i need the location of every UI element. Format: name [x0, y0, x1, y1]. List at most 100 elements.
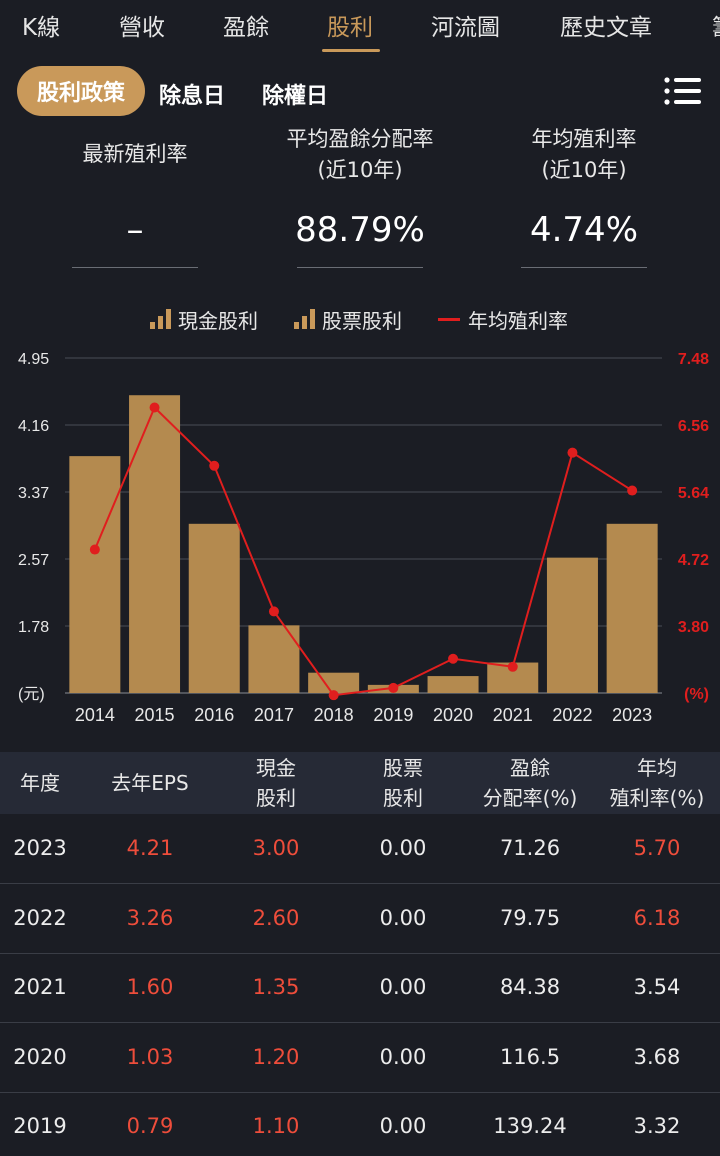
cell-cash: 1.20 [252, 1044, 300, 1069]
left-axis-tick: 4.95 [18, 351, 49, 368]
tab-earnings[interactable]: 盈餘 [223, 15, 269, 41]
cell-yield: 3.54 [633, 975, 681, 999]
avg-yield-point [388, 682, 399, 693]
table-row[interactable]: 2022 3.26 2.60 0.00 79.75 6.18 [0, 884, 720, 954]
cell-yield: 3.32 [633, 1114, 681, 1138]
column-header: 去年EPS [111, 771, 189, 795]
avg-yield-point [209, 460, 220, 471]
avg-yield-point [507, 661, 518, 672]
tab-dividend[interactable]: 股利 [327, 15, 373, 41]
divider [72, 267, 198, 268]
cash-dividend-bar [427, 676, 479, 693]
avg-yield-point [149, 402, 160, 413]
cell-year: 2021 [13, 975, 67, 999]
cell-eps: 4.21 [126, 836, 174, 860]
sub-tabs: 股利政策 除息日 除權日 [0, 66, 720, 116]
list-menu-icon[interactable] [664, 77, 702, 105]
table-row[interactable]: 2021 1.60 1.35 0.00 84.38 3.54 [0, 953, 720, 1023]
stat-label: 年均殖利率 [531, 127, 637, 151]
legend-label: 年均殖利率 [468, 308, 568, 333]
x-axis-tick: 2019 [373, 705, 413, 725]
tab-chips[interactable]: 籌 [712, 8, 720, 42]
cell-year: 2020 [13, 1044, 67, 1069]
cash-dividend-bar [308, 672, 360, 693]
x-axis-tick: 2020 [433, 705, 473, 725]
chart-legend: 現金股利 股票股利 年均殖利率 [0, 304, 720, 334]
x-axis-tick: 2017 [254, 705, 294, 725]
x-axis-tick: 2018 [314, 705, 354, 725]
stat-value: – [126, 210, 144, 250]
cell-payout: 116.5 [499, 1044, 561, 1069]
right-axis-tick: 4.72 [678, 552, 709, 569]
subtab-ex-rights-date[interactable]: 除權日 [262, 84, 329, 109]
avg-yield-point [448, 653, 459, 664]
divider [297, 267, 423, 268]
subtab-ex-dividend-date[interactable]: 除息日 [159, 84, 226, 109]
cell-stock: 0.00 [379, 1114, 427, 1138]
avg-yield-point [89, 544, 100, 555]
tab-river-chart[interactable]: 河流圖 [431, 15, 500, 41]
x-axis-tick: 2016 [194, 705, 234, 725]
legend-avg-yield[interactable]: 年均殖利率 [438, 305, 568, 334]
cell-year: 2019 [13, 1114, 67, 1138]
right-axis-tick: 6.56 [678, 418, 709, 435]
left-axis-tick: (元) [18, 686, 45, 703]
stat-sublabel: (近10年) [317, 158, 403, 182]
legend-cash-dividend[interactable]: 現金股利 [150, 305, 258, 334]
column-header: 現金 股利 [256, 756, 296, 810]
left-axis-tick: 1.78 [18, 619, 49, 636]
tab-articles[interactable]: 歷史文章 [560, 15, 652, 41]
avg-yield-point [567, 447, 578, 458]
table-row[interactable]: 2019 0.79 1.10 0.00 139.24 3.32 [0, 1092, 720, 1156]
dividend-chart: 4.95 7.48 4.16 6.56 3.37 5.64 2.57 4.72 1.78 3.80… [18, 351, 709, 725]
avg-yield-point [627, 485, 638, 496]
cell-eps: 1.60 [126, 975, 174, 999]
stat-latest-yield: 最新殖利率 – [45, 124, 225, 268]
cell-payout: 84.38 [499, 975, 561, 999]
right-axis-tick: 3.80 [678, 619, 709, 636]
stat-label: 平均盈餘分配率 [286, 127, 434, 151]
left-axis-tick: 3.37 [18, 485, 49, 502]
cell-stock: 0.00 [379, 1044, 427, 1069]
stat-label: 最新殖利率 [82, 142, 188, 166]
cash-dividend-bar [606, 523, 658, 693]
column-header: 年均 殖利率(%) [609, 756, 705, 810]
left-axis-tick: 2.57 [18, 552, 49, 569]
cash-dividend-bar [546, 557, 598, 693]
cell-yield: 5.70 [633, 836, 681, 860]
legend-label: 股票股利 [322, 308, 402, 333]
tab-kline[interactable]: K線 [22, 15, 61, 41]
avg-yield-point [268, 606, 279, 617]
cash-dividend-bar [188, 523, 240, 693]
bar-chart-icon [294, 309, 316, 329]
column-header: 年度 [20, 771, 60, 795]
tab-revenue[interactable]: 營收 [119, 15, 165, 41]
subtab-dividend-policy[interactable]: 股利政策 [17, 66, 145, 116]
avg-yield-point [328, 690, 339, 701]
right-axis-tick: (%) [684, 686, 709, 703]
active-tab-underline [322, 49, 380, 52]
right-axis-tick: 5.64 [678, 485, 709, 502]
x-axis-tick: 2022 [552, 705, 592, 725]
cash-dividend-bar [69, 456, 121, 693]
divider [521, 267, 647, 268]
cell-stock: 0.00 [379, 905, 427, 930]
cell-year: 2022 [13, 905, 67, 930]
x-axis-tick: 2023 [612, 705, 652, 725]
stat-avg-payout: 平均盈餘分配率 (近10年) 88.79% [270, 124, 450, 268]
cell-cash: 2.60 [252, 905, 300, 930]
column-header: 股票 股利 [383, 756, 423, 810]
x-axis-tick: 2015 [135, 705, 175, 725]
cell-eps: 3.26 [126, 905, 174, 930]
cell-payout: 71.26 [499, 836, 561, 860]
stat-value: 88.79% [295, 210, 425, 250]
avg-yield-line [93, 405, 633, 697]
table-header: 年度 去年EPS 現金 股利 股票 股利 盈餘 分配率(%) 年均 殖利率(%) [0, 752, 720, 814]
cell-cash: 3.00 [252, 836, 300, 860]
bar-chart-icon [150, 309, 172, 329]
cell-stock: 0.00 [379, 836, 427, 860]
legend-stock-dividend[interactable]: 股票股利 [294, 305, 402, 334]
table-row[interactable]: 2023 4.21 3.00 0.00 71.26 5.70 [0, 814, 720, 884]
table-row[interactable]: 2020 1.03 1.20 0.00 116.5 3.68 [0, 1023, 720, 1093]
cell-payout: 139.24 [493, 1114, 567, 1138]
